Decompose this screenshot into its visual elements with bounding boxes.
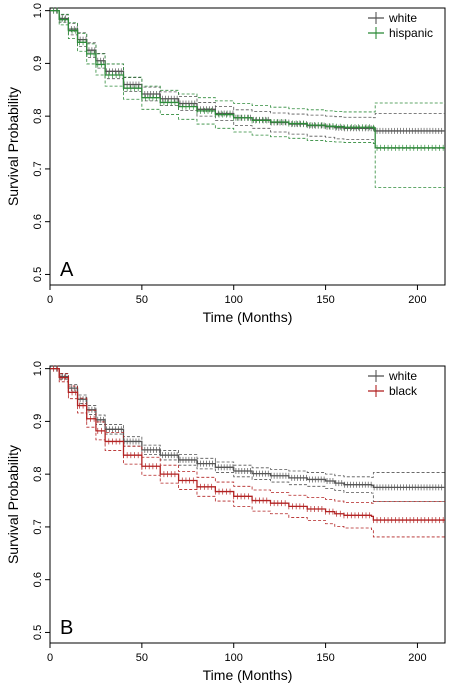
y-axis-title: Survival Probability [5,445,21,564]
legend-label: black [389,384,418,398]
y-tick-label: 0.6 [32,572,44,587]
panel-b: 0 50 100 150 200 0.5 0.6 0.7 0.8 0.9 1.0 Time (Mont… [5,361,446,683]
y-tick-label: 0.8 [32,467,44,482]
y-tick-label: 0.8 [32,109,44,124]
legend-label: white [388,369,417,383]
x-axis-title: Time (Months) [203,309,293,325]
y-tick-label: 0.9 [32,414,44,429]
x-tick-label: 100 [225,294,243,306]
y-tick-label: 0.7 [32,161,44,176]
ci-lower-hispanic [50,10,445,188]
censor-marks-black [53,365,444,524]
y-tick-label: 1.0 [32,361,44,376]
legend-label: hispanic [389,26,433,40]
y-axis-title: Survival Probability [5,87,21,206]
x-tick-label: 100 [225,652,243,664]
y-tick-label: 1.0 [32,3,44,18]
censor-marks-white [53,365,443,491]
legend-entry-white: white [368,11,417,25]
x-tick-label: 150 [316,652,334,664]
plot-frame [49,365,446,644]
ci-upper-black [50,368,445,504]
y-tick-label: 0.6 [32,214,44,229]
panel-letter: A [60,259,74,281]
x-tick-label: 150 [316,294,334,306]
censor-marks-hispanic [53,7,444,151]
x-axis-title: Time (Months) [203,667,293,683]
ci-upper-white [50,368,445,478]
legend-label: white [388,11,417,25]
x-tick-label: 0 [47,294,53,306]
panel-a: 0 50 100 150 200 0.5 0.6 0.7 0.8 0.9 1.0 Time (Mont… [5,3,446,325]
y-tick-label: 0.5 [32,267,44,282]
y-tick-label: 0.7 [32,519,44,534]
survival-curve-hispanic [50,9,445,149]
legend-entry-black: black [368,384,418,398]
ci-lower-white [50,368,445,502]
ci-upper-hispanic [50,10,445,113]
legend-entry-hispanic: hispanic [368,26,433,40]
panel-letter: B [60,617,73,639]
x-tick-label: 0 [47,652,53,664]
x-tick-label: 200 [408,652,426,664]
legend-entry-white: white [368,369,417,383]
y-tick-label: 0.5 [32,625,44,640]
ci-lower-black [50,368,445,538]
x-tick-label: 50 [136,294,148,306]
ci-upper-white [50,10,445,119]
plot-frame [49,7,446,286]
ci-lower-white [50,10,445,149]
survival-curve-black [50,367,445,521]
x-tick-label: 50 [136,652,148,664]
x-tick-label: 200 [408,294,426,306]
y-tick-label: 0.9 [32,56,44,71]
